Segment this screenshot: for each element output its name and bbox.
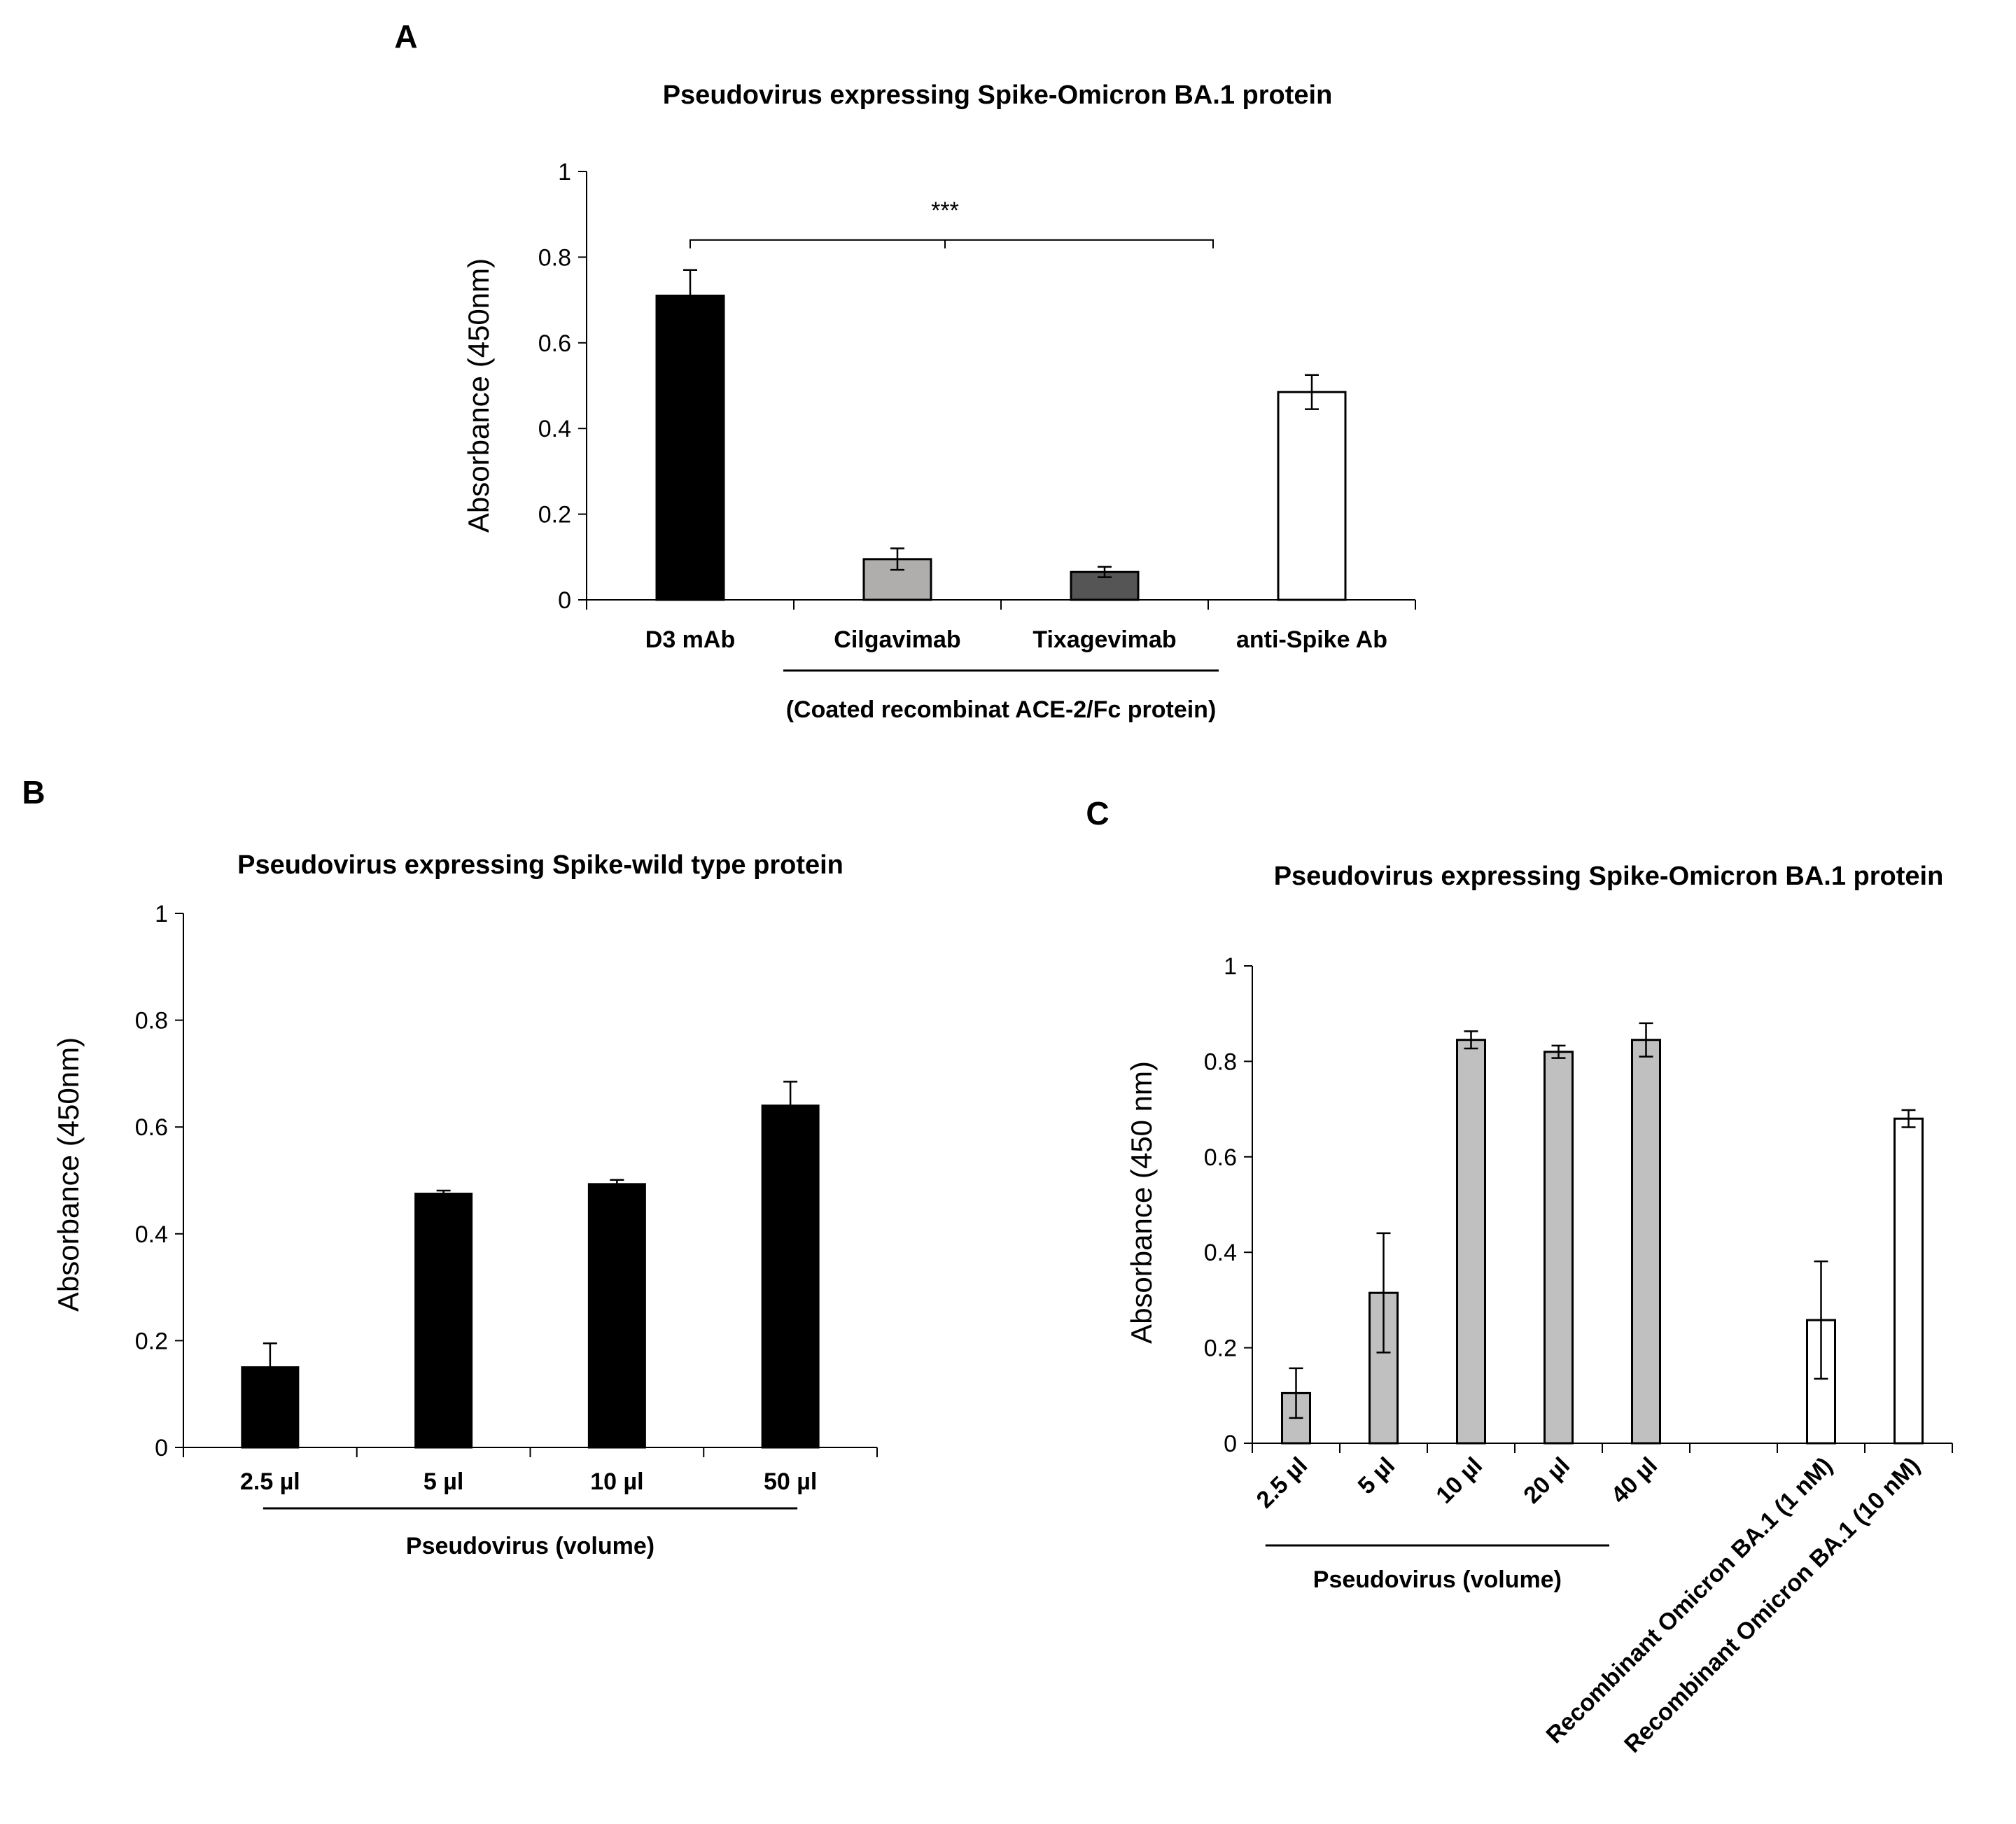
panel-a-y-axis-label: Absorbance (450nm) <box>462 258 495 533</box>
bar <box>1277 391 1347 601</box>
panel-c-group-label: Pseudovirus (volume) <box>1313 1566 1562 1593</box>
y-tick-label: 1 <box>155 901 168 927</box>
panel-b: B Pseudovirus expressing Spike-wild type… <box>22 774 878 1559</box>
x-category-label: 2.5 µl <box>1252 1452 1313 1514</box>
panel-a-x-labels: D3 mAb Cilgavimab Tixagevimab anti-Spike Ab <box>645 626 1387 653</box>
panel-c-bars <box>1281 1022 1924 1445</box>
y-tick-label: 0.8 <box>135 1008 168 1034</box>
y-tick-label: 0.8 <box>1204 1048 1237 1075</box>
y-tick-label: 0.8 <box>538 244 571 271</box>
x-category-label: 10 µl <box>1431 1452 1488 1509</box>
panel-b-letter: B <box>22 774 45 811</box>
panel-c-y-axis-label: Absorbance (450 nm) <box>1125 1061 1158 1344</box>
bar <box>587 1183 646 1449</box>
panel-c-title: Pseudovirus expressing Spike-Omicron BA.… <box>1274 862 1944 891</box>
panel-a-y-ticks: 0 0.2 0.4 0.6 0.8 1 <box>538 159 571 614</box>
y-tick-label: 0.2 <box>1204 1335 1237 1362</box>
x-category-label: 40 µl <box>1606 1452 1662 1509</box>
y-tick-label: 0.4 <box>135 1221 168 1248</box>
bar <box>1631 1039 1661 1445</box>
y-tick-label: 0.6 <box>1204 1144 1237 1171</box>
panel-a: A Pseudovirus expressing Spike-Omicron B… <box>394 18 1416 723</box>
x-category-label: 2.5 µl <box>240 1468 300 1495</box>
y-tick-label: 0.4 <box>1204 1240 1237 1266</box>
panel-b-bars <box>241 1081 820 1449</box>
x-category-label: 20 µl <box>1518 1452 1575 1509</box>
x-category-label: anti-Spike Ab <box>1236 626 1387 653</box>
bar <box>1893 1117 1924 1445</box>
bar <box>862 558 932 601</box>
x-category-label: 5 µl <box>1353 1452 1400 1499</box>
y-tick-label: 0.4 <box>538 416 571 442</box>
x-category-label: 10 µl <box>590 1468 643 1495</box>
x-category-label: Tixagevimab <box>1032 626 1176 653</box>
x-category-label: Cilgavimab <box>834 626 960 653</box>
bar <box>414 1193 473 1449</box>
panel-a-letter: A <box>394 18 417 55</box>
y-tick-label: 0.6 <box>538 330 571 357</box>
panel-c-y-ticks: 0 0.2 0.4 0.6 0.8 1 <box>1204 953 1237 1457</box>
panel-c: C Pseudovirus expressing Spike-Omicron B… <box>1086 795 1953 1758</box>
bar <box>761 1104 820 1449</box>
panel-b-y-axis-label: Absorbance (450nm) <box>52 1037 85 1312</box>
y-tick-label: 0 <box>155 1435 168 1461</box>
bar <box>655 294 725 601</box>
panel-a-group-label: (Coated recombinat ACE-2/Fc protein) <box>786 696 1217 723</box>
x-category-label: 5 µl <box>424 1468 463 1495</box>
panel-b-y-ticks: 0 0.2 0.4 0.6 0.8 1 <box>135 901 168 1461</box>
y-tick-label: 1 <box>558 159 571 185</box>
y-tick-label: 0.2 <box>538 502 571 528</box>
y-tick-label: 0 <box>1224 1431 1237 1457</box>
panel-a-bars <box>655 269 1347 601</box>
y-tick-label: 0.6 <box>135 1114 168 1141</box>
panel-b-x-labels: 2.5 µl 5 µl 10 µl 50 µl <box>240 1468 817 1495</box>
x-category-label: D3 mAb <box>645 626 735 653</box>
y-tick-label: 1 <box>1224 953 1237 980</box>
panel-c-letter: C <box>1086 795 1109 832</box>
panel-a-significance-label: *** <box>931 197 959 224</box>
panel-c-axes <box>1244 965 1953 1453</box>
panel-b-group-label: Pseudovirus (volume) <box>406 1533 654 1559</box>
y-tick-label: 0 <box>558 587 571 614</box>
x-category-label: 50 µl <box>764 1468 817 1495</box>
panel-b-title: Pseudovirus expressing Spike-wild type p… <box>237 850 844 880</box>
y-tick-label: 0.2 <box>135 1328 168 1354</box>
bar <box>1456 1039 1486 1445</box>
bar <box>1544 1051 1574 1445</box>
panel-a-title: Pseudovirus expressing Spike-Omicron BA.… <box>663 80 1333 110</box>
panel-a-significance-bracket <box>690 239 1214 248</box>
